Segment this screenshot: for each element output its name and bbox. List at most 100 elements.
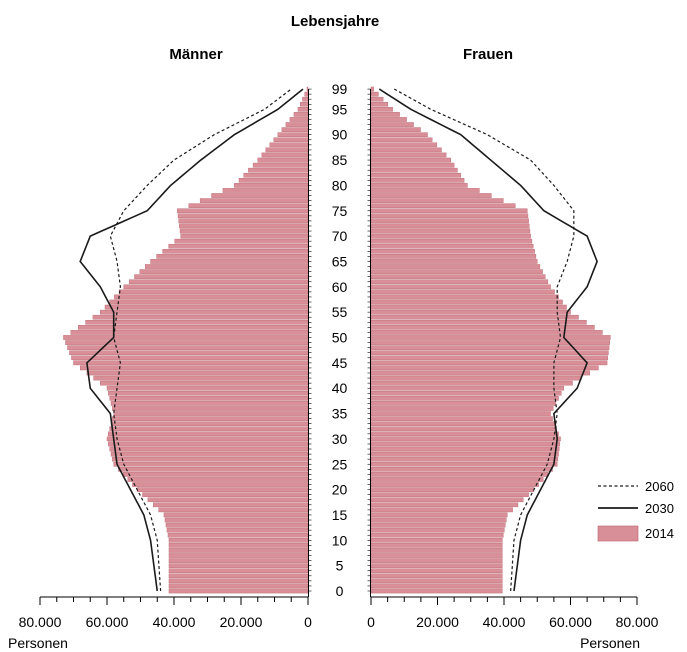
bar-men-age-55 (100, 309, 309, 315)
bar-women-age-68 (370, 243, 534, 249)
legend-label-2060: 2060 (645, 479, 674, 494)
bar-women-age-2 (370, 578, 503, 584)
x-tick-label-men-3: 20.000 (220, 614, 263, 630)
projection-lines (79, 88, 598, 592)
x-tick-label-women-4: 80.000 (616, 614, 659, 630)
bar-women-age-57 (370, 299, 563, 305)
bar-men-age-20 (136, 487, 309, 492)
bar-men-age-64 (144, 264, 309, 269)
bar-women-age-94 (370, 112, 400, 117)
bar-men-age-93 (289, 117, 309, 122)
bar-women-age-74 (370, 213, 529, 219)
bar-men-age-86 (261, 152, 309, 158)
bar-men-age-42 (93, 375, 309, 381)
bar-women-age-32 (370, 426, 557, 432)
bar-women-age-22 (370, 477, 544, 482)
bar-women-age-65 (370, 259, 538, 264)
bar-men-age-49 (65, 340, 309, 345)
bar-men-age-68 (168, 243, 309, 249)
bar-women-age-11 (370, 532, 504, 538)
bar-women-age-62 (370, 274, 546, 279)
line-2030-women (378, 88, 598, 592)
bar-women-age-56 (370, 304, 567, 310)
age-label-40: 40 (332, 380, 348, 396)
bar-men-age-23 (122, 472, 309, 477)
bar-women-age-9 (370, 543, 503, 548)
bar-women-age-71 (370, 228, 531, 234)
legend-label-2030: 2030 (645, 501, 674, 516)
age-label-5: 5 (336, 558, 344, 574)
age-axis: 0 5 10 15 20 25 30 35 40 45 50 55 60 65 70 75 80 85 90 95 99 (308, 81, 371, 599)
bar-men-age-40 (106, 385, 309, 391)
bar-women-age-26 (370, 456, 559, 462)
age-label-80: 80 (332, 177, 348, 193)
bar-men-age-46 (71, 355, 309, 361)
bar-men-age-47 (69, 350, 309, 356)
bar-men-age-60 (123, 284, 309, 290)
age-label-10: 10 (332, 532, 348, 548)
bar-men-age-44 (79, 365, 309, 371)
age-label-45: 45 (332, 355, 348, 371)
x-tick-label-women-0: 0 (367, 614, 375, 630)
bar-men-age-29 (108, 441, 309, 447)
bar-men-age-24 (118, 467, 309, 472)
x-tick-label-men-1: 60.000 (86, 614, 129, 630)
bar-women-age-13 (370, 522, 506, 528)
age-label-99: 99 (332, 81, 348, 97)
bar-men-age-57 (109, 299, 309, 305)
age-label-60: 60 (332, 279, 348, 295)
bar-men-age-91 (281, 127, 309, 132)
age-label-65: 65 (332, 253, 348, 269)
age-label-95: 95 (332, 101, 348, 117)
bar-women-age-23 (370, 472, 549, 477)
x-tick-label-women-1: 20.000 (416, 614, 459, 630)
bar-women-age-95 (370, 107, 393, 112)
bar-women-age-50 (370, 335, 611, 340)
men-label: Männer (169, 46, 223, 63)
bar-men-age-15 (163, 512, 309, 518)
age-label-30: 30 (332, 431, 348, 447)
age-label-50: 50 (332, 330, 348, 346)
bar-women-age-78 (370, 193, 492, 198)
women-bars-2014 (370, 86, 611, 594)
bar-women-age-99 (370, 86, 374, 92)
bar-women-age-7 (370, 553, 503, 558)
bar-men-age-26 (112, 456, 309, 462)
bar-men-age-71 (179, 228, 309, 234)
bar-women-age-96 (370, 101, 389, 107)
line-2060-men (109, 88, 292, 592)
chart-title: Lebensjahre (291, 13, 379, 30)
bar-women-age-10 (370, 538, 503, 543)
bar-women-age-51 (370, 330, 603, 335)
bar-women-age-16 (370, 507, 513, 513)
bar-women-age-97 (370, 96, 384, 102)
bar-men-age-53 (85, 319, 309, 325)
bar-men-age-73 (178, 218, 309, 224)
bar-men-age-84 (252, 162, 309, 168)
bar-women-age-93 (370, 117, 407, 122)
bar-men-age-81 (238, 178, 309, 183)
age-label-90: 90 (332, 127, 348, 143)
bar-women-age-58 (370, 294, 559, 300)
bar-women-age-8 (370, 548, 503, 553)
bar-women-age-54 (370, 314, 579, 320)
x-tick-label-men-2: 40.000 (153, 614, 196, 630)
bar-men-age-10 (168, 538, 309, 543)
bar-women-age-15 (370, 512, 508, 518)
legend-label-2014: 2014 (645, 526, 674, 541)
age-label-15: 15 (332, 507, 348, 523)
bar-men-age-62 (134, 274, 309, 279)
bar-men-age-5 (168, 563, 309, 568)
bar-women-age-90 (370, 132, 428, 138)
age-label-35: 35 (332, 406, 348, 422)
bar-women-age-77 (370, 198, 504, 203)
bar-men-age-52 (77, 325, 309, 330)
bar-women-age-30 (370, 436, 561, 442)
bar-women-age-43 (370, 370, 590, 376)
bar-men-age-95 (297, 107, 309, 112)
bar-men-age-0 (168, 588, 309, 594)
bar-women-age-24 (370, 467, 553, 472)
bar-men-age-8 (168, 548, 309, 553)
x-tick-label-women-3: 60.000 (549, 614, 592, 630)
bar-women-age-59 (370, 289, 555, 295)
